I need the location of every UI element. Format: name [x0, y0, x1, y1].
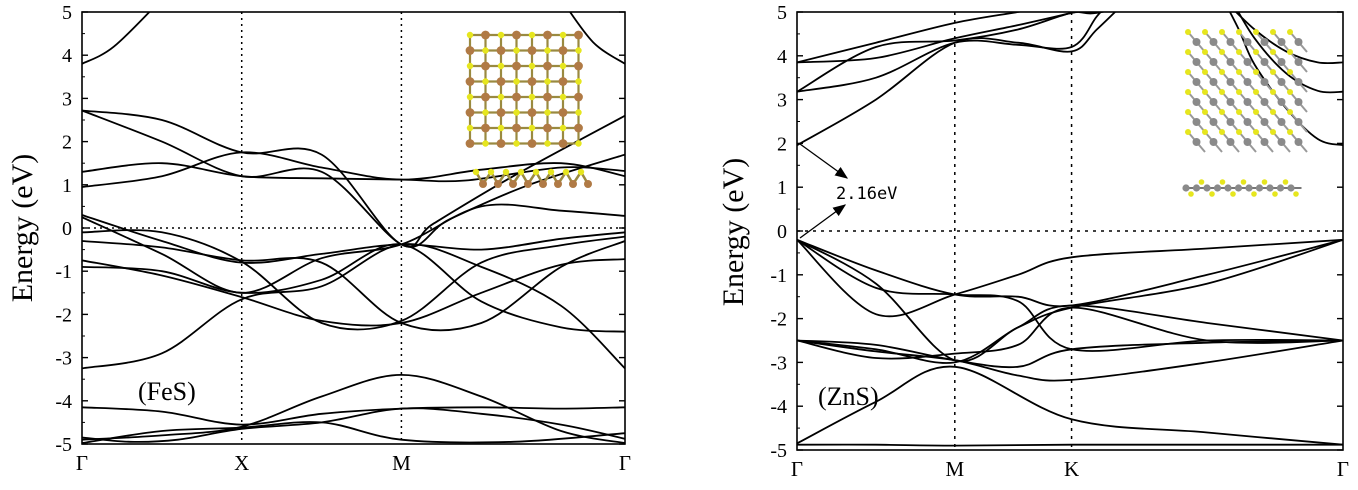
fes-band-12-line	[82, 151, 625, 188]
zns-kpoint-label: K	[1064, 457, 1079, 481]
zns-band-15-line	[797, 12, 1024, 64]
zns-band-7-line	[797, 239, 1343, 352]
fes-band-6-line	[82, 258, 625, 327]
zns-band-13-line	[797, 12, 1107, 93]
zns-kpoint-label: Γ	[1337, 457, 1349, 481]
zns-y-tick-label: 5	[777, 2, 787, 24]
fes-grid-lines	[82, 12, 625, 444]
zns-y-tick-label: -1	[770, 265, 787, 287]
band-gap-label: 2.16eV	[836, 184, 897, 204]
fes-band-3-line	[82, 373, 625, 444]
zns-kpoint-label: Γ	[791, 457, 803, 481]
zns-side-view-icon	[1182, 179, 1302, 197]
fes-kpoint-label: X	[234, 451, 249, 475]
fes-band-7-line	[82, 243, 625, 333]
fes-band-9-line	[82, 214, 625, 264]
zns-y-tick-label: -5	[770, 440, 787, 462]
fes-y-tick-label: -5	[55, 434, 72, 456]
zns-grid-lines	[797, 12, 1343, 450]
fes-band-4-line	[82, 421, 625, 444]
zns-y-tick-label: 2	[777, 133, 787, 155]
zns-band-2-line	[797, 365, 1343, 446]
fes-y-tick-label: -3	[55, 348, 72, 370]
zns-band-17-line	[1237, 12, 1343, 94]
fes-band-1-line	[82, 407, 625, 443]
zns-band-3-line	[797, 339, 1343, 382]
zns-bands-group	[797, 12, 1343, 447]
fes-y-tick-label: 4	[62, 45, 72, 67]
fes-y-tick-label: -4	[55, 391, 72, 413]
fes-kpoint-label: M	[392, 451, 411, 475]
band-gap-arrow	[799, 204, 847, 239]
zns-band-12-line	[797, 12, 1102, 93]
fes-band-11-line	[82, 203, 625, 294]
zns-kpoint-label: M	[945, 457, 964, 481]
zns-y-tick-label: 4	[777, 46, 787, 68]
fes-y-axis-label: Energy (eV)	[6, 154, 39, 303]
fes-top-view-icon	[465, 30, 583, 148]
fes-band-10-line	[82, 229, 625, 331]
zns-band-10-line	[797, 238, 1343, 318]
fes-y-tick-label: 5	[62, 2, 72, 24]
zns-band-14-line	[797, 12, 1079, 64]
zns-band-8-line	[797, 238, 1343, 308]
fes-band-13-line	[82, 162, 625, 183]
zns-band-11-line	[797, 12, 1117, 146]
fes-band-15-line	[82, 109, 625, 248]
zns-y-axis-label: Energy (eV)	[717, 158, 750, 307]
zns-band-1-line	[797, 443, 1343, 447]
fes-band-17-line	[568, 12, 625, 65]
fes-y-tick-label: -2	[55, 304, 72, 326]
zns-y-tick-label: -3	[770, 352, 787, 374]
fes-side-view-icon	[472, 168, 592, 188]
fes-y-tick-label: 0	[62, 218, 72, 240]
band-gap-arrow-upper	[799, 143, 849, 179]
fes-y-tick-label: 2	[62, 132, 72, 154]
fes-y-tick-label: 1	[62, 175, 72, 197]
zns-y-tick-label: 0	[777, 221, 787, 243]
fes-band-2-line	[82, 406, 625, 426]
zns-y-tick-label: -4	[770, 396, 787, 418]
zns-y-tick-label: 3	[777, 90, 787, 112]
zns-band-9-line	[797, 238, 1343, 363]
fes-y-tick-label: -1	[55, 261, 72, 283]
fes-band-8-line	[82, 240, 625, 332]
fes-band-16-line	[82, 12, 151, 65]
fes-panel-label: (FeS)	[138, 377, 196, 406]
fes-kpoint-label: Γ	[619, 451, 631, 475]
zns-top-view-icon	[1185, 29, 1308, 153]
zns-band-16-line	[1234, 12, 1343, 65]
fes-kpoint-label: Γ	[76, 451, 88, 475]
zns-y-tick-label: 1	[777, 177, 787, 199]
zns-y-tick-label: -2	[770, 309, 787, 331]
zns-panel-label: (ZnS)	[818, 382, 879, 411]
fes-band-5-line	[82, 243, 625, 370]
zns-band-5-line	[797, 306, 1343, 360]
fes-y-tick-label: 3	[62, 88, 72, 110]
